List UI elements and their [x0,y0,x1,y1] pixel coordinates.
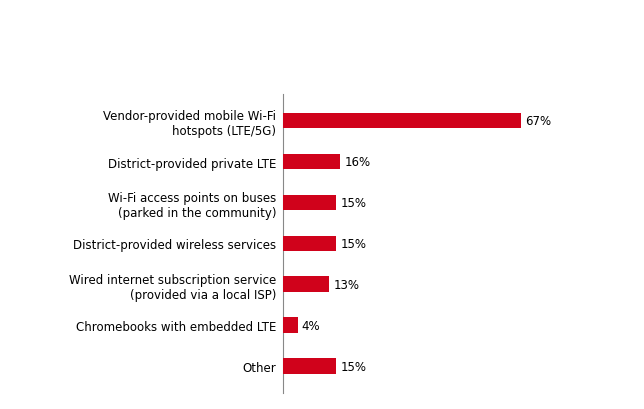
Bar [283,236,336,252]
Bar [283,358,336,374]
Text: 4%: 4% [302,319,321,332]
Text: FIGURE 11: FIGURE 11 [287,19,357,32]
Bar [283,195,336,211]
Text: 67%: 67% [525,115,551,128]
Bar [283,154,340,170]
Text: 15%: 15% [341,196,366,209]
Bar [283,114,520,129]
Text: TYPES OF REMOTE INTERNET ACCESS ASSISTANCE PROVIDED BY LEAS: TYPES OF REMOTE INTERNET ACCESS ASSISTAN… [48,54,596,68]
Text: 16%: 16% [345,156,370,169]
Text: 13%: 13% [334,278,359,291]
Bar [283,317,298,333]
Text: 15%: 15% [341,237,366,250]
Text: 15%: 15% [341,360,366,373]
Bar [283,277,329,292]
